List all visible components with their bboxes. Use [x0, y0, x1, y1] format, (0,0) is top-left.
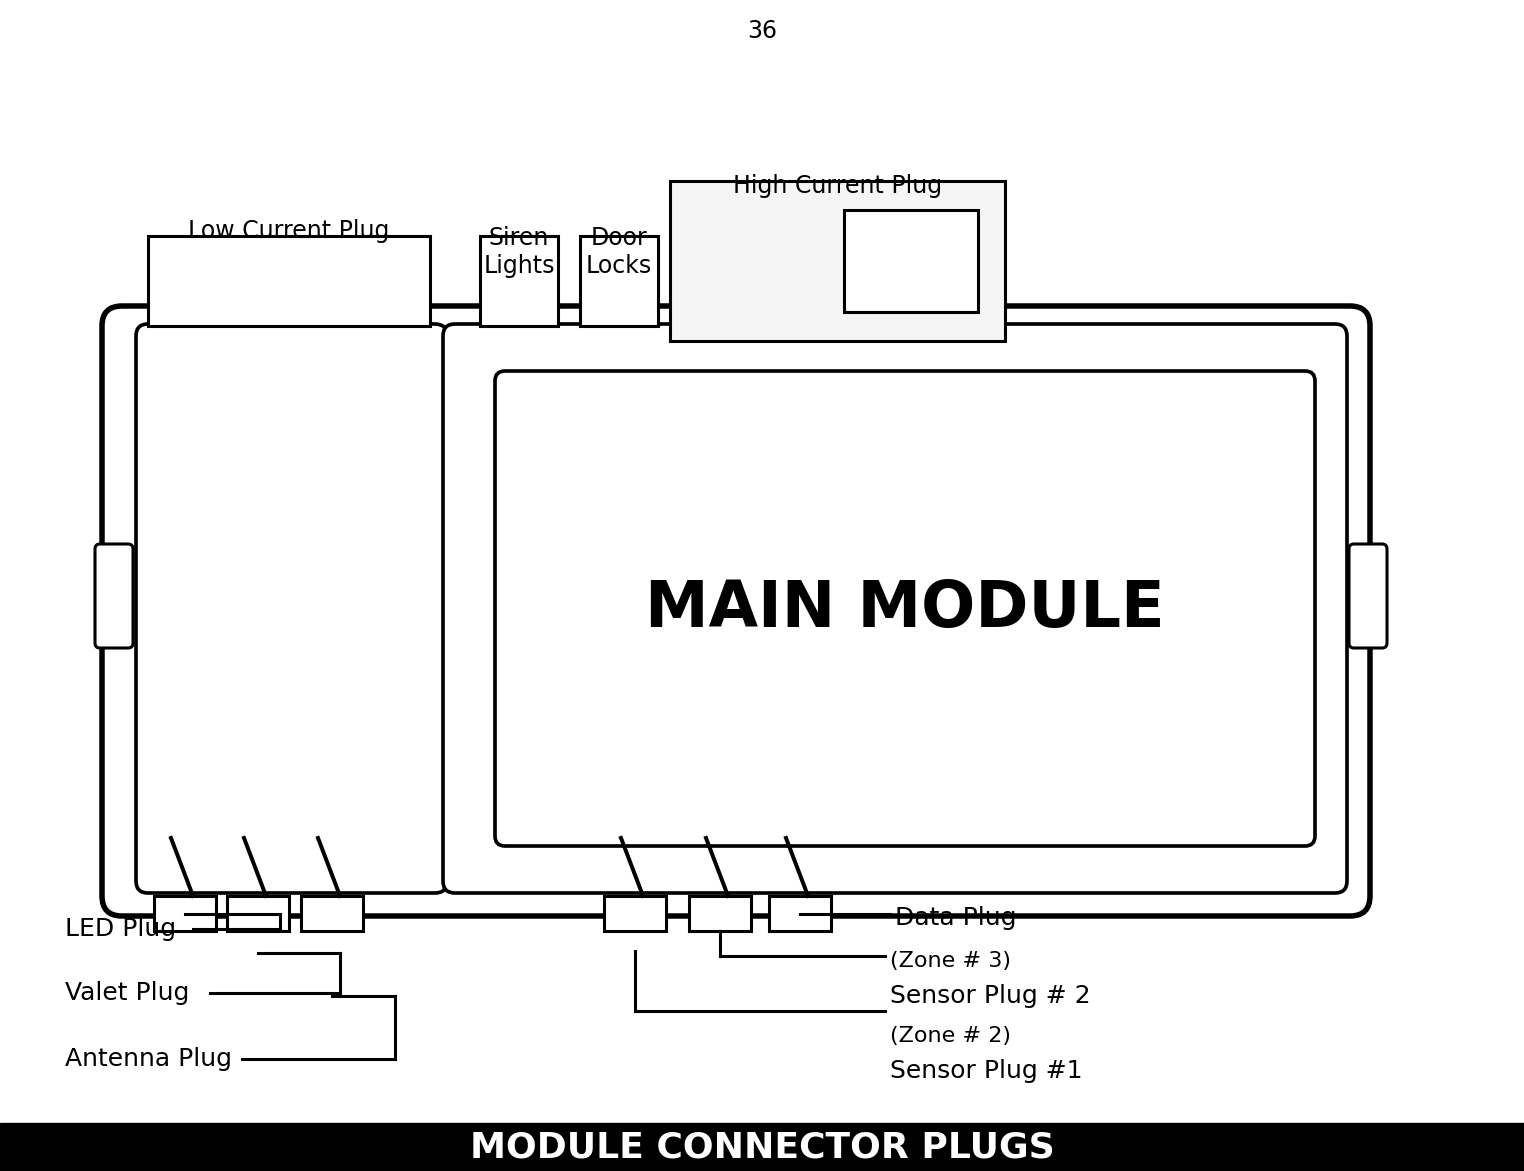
- Text: Siren
Lights: Siren Lights: [483, 226, 555, 278]
- Text: Data Plug: Data Plug: [895, 906, 1017, 930]
- Text: Antenna Plug: Antenna Plug: [66, 1047, 232, 1071]
- Text: (Zone # 3): (Zone # 3): [890, 951, 1010, 971]
- Text: High Current Plug: High Current Plug: [733, 174, 942, 198]
- Bar: [844, 210, 978, 313]
- Bar: [227, 896, 290, 931]
- Text: (Zone # 2): (Zone # 2): [890, 1026, 1010, 1046]
- Text: MAIN MODULE: MAIN MODULE: [645, 577, 1164, 639]
- Text: Low Current Plug: Low Current Plug: [189, 219, 390, 244]
- Bar: [604, 896, 666, 931]
- Text: Door
Locks: Door Locks: [585, 226, 652, 278]
- Bar: [0, 1123, 1524, 1171]
- Text: Sensor Plug # 2: Sensor Plug # 2: [890, 984, 1091, 1008]
- FancyBboxPatch shape: [136, 324, 447, 893]
- FancyBboxPatch shape: [495, 371, 1315, 845]
- Bar: [302, 896, 363, 931]
- FancyBboxPatch shape: [1349, 545, 1387, 648]
- Text: MODULE CONNECTOR PLUGS: MODULE CONNECTOR PLUGS: [469, 1130, 1055, 1164]
- Bar: [148, 237, 430, 326]
- FancyBboxPatch shape: [102, 306, 1370, 916]
- Text: LED Plug: LED Plug: [66, 917, 177, 941]
- FancyBboxPatch shape: [94, 545, 133, 648]
- Bar: [581, 237, 658, 326]
- Bar: [480, 237, 558, 326]
- Text: Valet Plug: Valet Plug: [66, 981, 189, 1005]
- Bar: [689, 896, 751, 931]
- Bar: [671, 182, 1004, 341]
- Text: Sensor Plug #1: Sensor Plug #1: [890, 1059, 1082, 1083]
- Bar: [154, 896, 216, 931]
- Text: 36: 36: [747, 19, 777, 43]
- FancyBboxPatch shape: [443, 324, 1347, 893]
- Bar: [770, 896, 831, 931]
